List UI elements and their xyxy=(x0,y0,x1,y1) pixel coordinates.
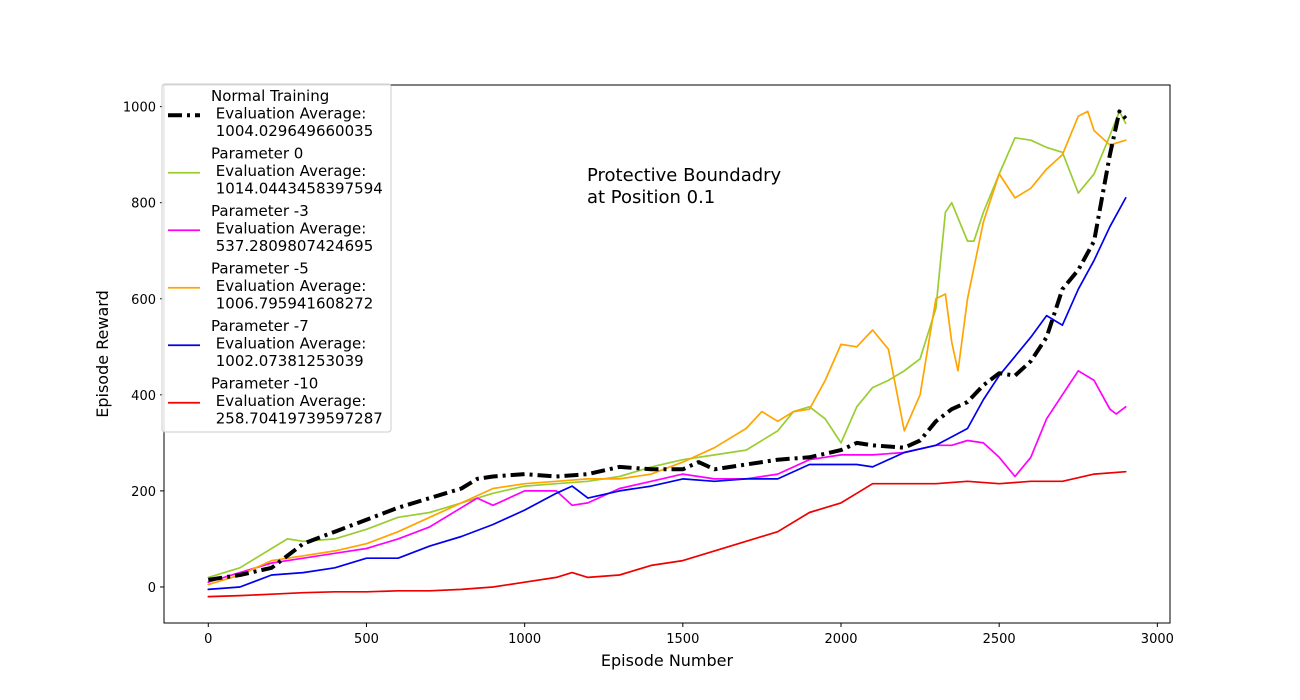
x-tick-label-4: 2000 xyxy=(824,632,857,647)
x-tick-label-0: 0 xyxy=(204,632,212,647)
annotation-line-2: at Position 0.1 xyxy=(587,187,715,208)
x-tick-label-5: 2500 xyxy=(983,632,1016,647)
y-tick-label-0: 0 xyxy=(148,581,156,596)
series-line-1 xyxy=(207,110,1127,579)
y-axis-label: Episode Reward xyxy=(93,290,112,418)
y-tick-label-3: 600 xyxy=(131,293,156,308)
series-line-4 xyxy=(207,197,1127,591)
legend-entry-0: Normal Training Evaluation Average: 1004… xyxy=(211,87,373,140)
x-tick-label-6: 3000 xyxy=(1141,632,1174,647)
y-tick-label-2: 400 xyxy=(131,389,156,404)
x-axis: 0 500 1000 1500 2000 2500 3000 xyxy=(204,623,1174,647)
y-tick-label-1: 200 xyxy=(131,485,156,500)
y-tick-label-5: 1000 xyxy=(123,101,156,116)
y-axis: 0 200 400 600 800 1000 xyxy=(123,101,164,596)
legend-entry-4: Parameter -7 Evaluation Average: 1002.07… xyxy=(211,317,366,370)
x-tick-label-3: 1500 xyxy=(666,632,699,647)
legend-entry-1: Parameter 0 Evaluation Average: 1014.044… xyxy=(211,145,383,198)
x-axis-label: Episode Number xyxy=(601,651,734,670)
y-tick-label-4: 800 xyxy=(131,197,156,212)
legend-entry-5: Parameter -10 Evaluation Average: 258.70… xyxy=(211,375,383,428)
x-tick-label-1: 500 xyxy=(354,632,379,647)
legend: Normal Training Evaluation Average: 1004… xyxy=(161,83,392,433)
series-line-3 xyxy=(207,110,1127,586)
x-tick-label-2: 1000 xyxy=(508,632,541,647)
series-layer xyxy=(207,109,1128,598)
legend-box xyxy=(161,83,392,433)
chart-annotation: Protective Boundadry at Position 0.1 xyxy=(587,165,787,208)
series-line-5 xyxy=(207,470,1127,598)
annotation-line-1: Protective Boundadry xyxy=(587,165,782,186)
legend-entry-3: Parameter -5 Evaluation Average: 1006.79… xyxy=(211,260,373,313)
series-line-0 xyxy=(207,109,1128,582)
legend-entry-2: Parameter -3 Evaluation Average: 537.280… xyxy=(211,202,373,255)
